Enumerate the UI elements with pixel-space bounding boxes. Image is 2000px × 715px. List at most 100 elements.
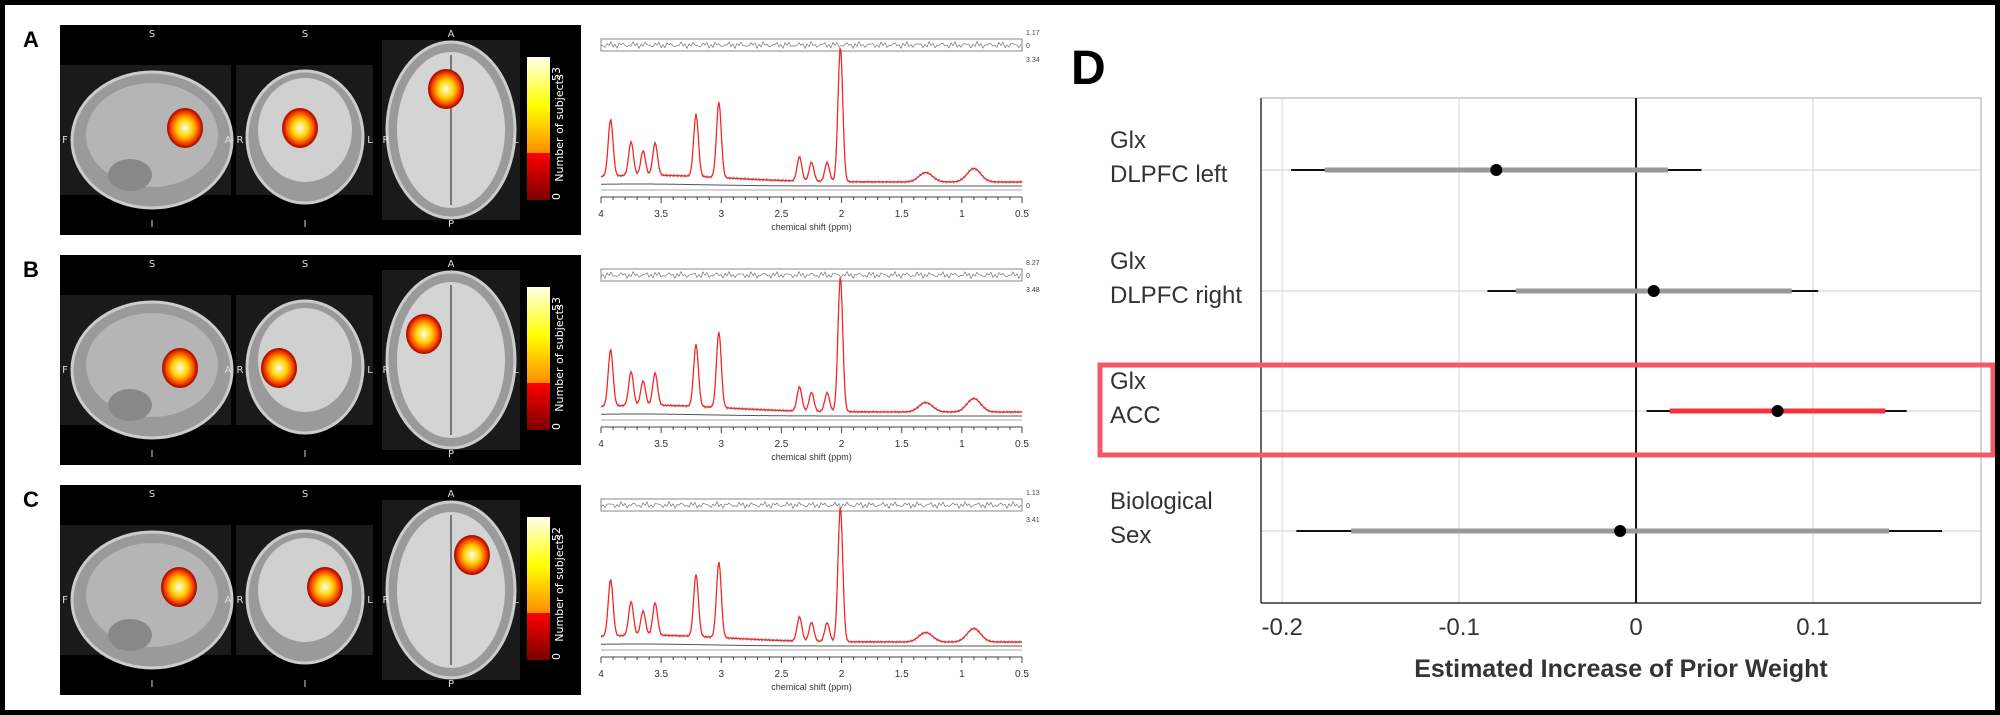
x-tick-label: 2.5 <box>774 209 788 220</box>
panel-label-c: C <box>23 487 39 512</box>
x-tick-label: 1 <box>959 669 965 680</box>
voxel-overlap-blob <box>406 314 442 354</box>
x-tick-label: 1.5 <box>895 669 909 680</box>
row-label-line2: ACC <box>1110 402 1161 429</box>
fit-line <box>600 48 1022 183</box>
x-tick-label: 4 <box>598 439 604 450</box>
residual-label: 0 <box>1026 503 1030 510</box>
residual-box <box>600 268 1023 282</box>
residual-line <box>600 270 1022 280</box>
fit-line <box>600 278 1022 413</box>
colorbar-max: 52 <box>550 527 563 541</box>
x-tick-label: 0.1 <box>1796 614 1829 641</box>
cerebellum <box>108 389 152 421</box>
sagittal-brain <box>86 313 218 417</box>
orientation-label: A <box>448 29 455 40</box>
x-tick-label: 1.5 <box>895 439 909 450</box>
spectrum-c: 1.13 0 3.41 4 3.5 3 2.5 2 1.5 1 0.5 chemical shift … <box>598 490 1040 692</box>
orientation-label: A <box>225 365 232 376</box>
orientation-label: F <box>62 135 68 146</box>
panel-label-d: D <box>1071 42 1106 95</box>
x-tick-label: 2 <box>839 669 845 680</box>
voxel-overlap-blob <box>161 567 197 607</box>
orientation-label: S <box>149 29 155 40</box>
x-tick-label: -0.1 <box>1438 614 1479 641</box>
orientation-label: F <box>62 595 68 606</box>
orientation-label: I <box>304 219 307 230</box>
orientation-label: F <box>62 365 68 376</box>
spectrum-b: 8.27 0 3.48 4 3.5 3 2.5 2 1.5 1 0.5 chemical shift … <box>598 260 1040 462</box>
voxel-overlap-blob <box>282 108 318 148</box>
orientation-label: R <box>383 365 390 376</box>
sagittal-brain <box>86 543 218 647</box>
orientation-label: P <box>448 219 454 230</box>
row-label-line2: DLPFC right <box>1110 282 1242 309</box>
x-tick-label: 2.5 <box>774 669 788 680</box>
orientation-label: I <box>151 449 154 460</box>
orientation-label: L <box>513 595 519 606</box>
fit-line <box>600 508 1022 643</box>
x-tick-label: 2.5 <box>774 439 788 450</box>
x-tick-label: 2 <box>839 209 845 220</box>
x-tick-label: 0.5 <box>1015 439 1029 450</box>
residual-label: 1.17 <box>1026 30 1040 37</box>
row-label-line2: DLPFC left <box>1110 161 1228 188</box>
x-tick-label: 3 <box>719 669 725 680</box>
x-tick-label: 3 <box>719 439 725 450</box>
orientation-label: S <box>149 259 155 270</box>
residual-label: 1.13 <box>1026 490 1040 497</box>
orientation-label: P <box>448 449 454 460</box>
orientation-label: I <box>151 679 154 690</box>
orientation-label: L <box>367 365 373 376</box>
orientation-label: L <box>367 135 373 146</box>
colorbar-min: 0 <box>550 653 563 660</box>
cerebellum <box>108 619 152 651</box>
orientation-label: A <box>448 489 455 500</box>
voxel-overlap-blob <box>162 348 198 388</box>
colorbar-max: 53 <box>550 67 563 81</box>
voxel-overlap-blob <box>261 348 297 388</box>
orientation-label: L <box>513 365 519 376</box>
residual-label: 8.27 <box>1026 260 1040 267</box>
residual-label: 3.41 <box>1026 517 1040 524</box>
row-label-line1: Glx <box>1110 248 1146 275</box>
figure: A B C D 53 0 Number of subjects S I F A S I R L A P R… <box>5 5 1995 710</box>
x-tick-label: 2 <box>839 439 845 450</box>
orientation-label: I <box>151 219 154 230</box>
row-label-line2: Sex <box>1110 522 1151 549</box>
baseline-line <box>600 643 1022 647</box>
point-estimate <box>1647 285 1660 297</box>
orientation-label: I <box>304 679 307 690</box>
panel-label-a: A <box>23 27 39 52</box>
coronal-brain <box>258 538 352 642</box>
orientation-label: A <box>448 259 455 270</box>
colorbar-title: Number of subjects <box>553 534 566 642</box>
x-axis-title: chemical shift (ppm) <box>771 682 852 692</box>
voxel-overlap-blob <box>428 69 464 109</box>
x-tick-label: -0.2 <box>1262 614 1303 641</box>
x-tick-label: 4 <box>598 209 604 220</box>
highlight-box <box>1097 362 1995 458</box>
x-tick-label: 0 <box>1629 614 1642 641</box>
colorbar-max: 53 <box>550 297 563 311</box>
voxel-overlap-blob <box>167 108 203 148</box>
orientation-label: S <box>302 259 308 270</box>
x-axis-title: chemical shift (ppm) <box>771 222 852 232</box>
x-axis-title: chemical shift (ppm) <box>771 452 852 462</box>
residual-line <box>600 500 1022 510</box>
orientation-label: R <box>237 365 244 376</box>
residual-box <box>600 498 1023 512</box>
row-label-line1: Glx <box>1110 368 1146 395</box>
plot-area <box>1261 98 1981 603</box>
colorbar <box>527 287 550 430</box>
colorbar-title: Number of subjects <box>553 304 566 412</box>
x-tick-label: 1 <box>959 209 965 220</box>
panel-label-b: B <box>23 257 39 282</box>
point-estimate <box>1490 164 1503 176</box>
orientation-label: S <box>149 489 155 500</box>
x-tick-label: 0.5 <box>1015 209 1029 220</box>
orientation-label: L <box>513 135 519 146</box>
